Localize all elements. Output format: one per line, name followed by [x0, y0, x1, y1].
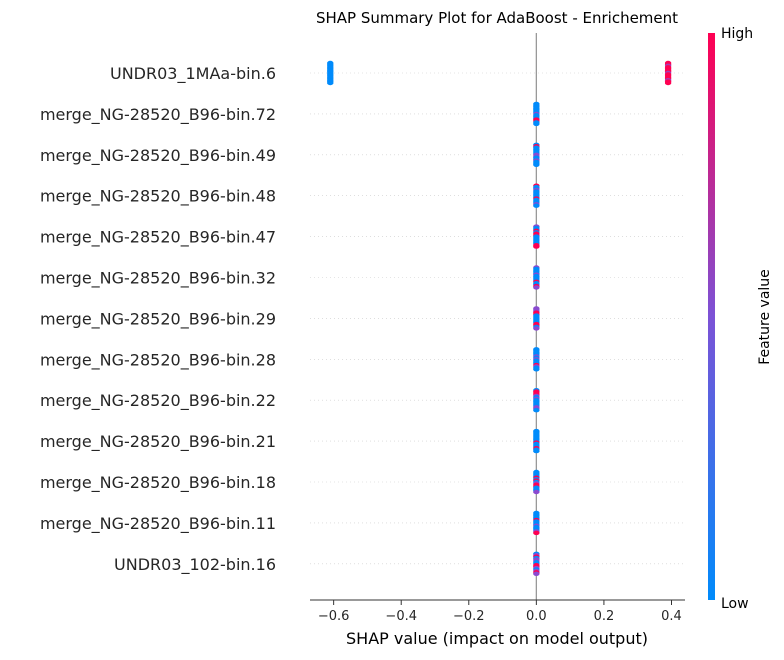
data-points — [327, 60, 672, 576]
feature-label: merge_NG-28520_B96-bin.49 — [40, 146, 276, 166]
shap-point — [664, 80, 672, 86]
colorbar-low-label: Low — [721, 596, 749, 612]
feature-label: merge_NG-28520_B96-bin.32 — [40, 269, 276, 289]
shap-point — [533, 326, 540, 331]
colorbar-title: Feature value — [757, 269, 773, 365]
feature-label: UNDR03_1MAa-bin.6 — [110, 64, 276, 84]
feature-label: merge_NG-28520_B96-bin.28 — [40, 350, 276, 370]
feature-label: merge_NG-28520_B96-bin.29 — [40, 309, 276, 329]
x-tick-label: −0.4 — [385, 609, 417, 624]
feature-label: merge_NG-28520_B96-bin.22 — [40, 391, 276, 411]
colorbar-high-label: High — [721, 26, 753, 42]
shap-point — [533, 489, 540, 495]
shap-point — [533, 203, 540, 208]
chart-title: SHAP Summary Plot for AdaBoost - Enriche… — [316, 9, 678, 27]
x-tick-label: −0.6 — [318, 609, 350, 624]
feature-label: merge_NG-28520_B96-bin.11 — [40, 514, 276, 534]
feature-rows — [310, 72, 685, 565]
feature-label: merge_NG-28520_B96-bin.72 — [40, 105, 276, 125]
x-tick-label: 0.0 — [526, 609, 547, 624]
shap-point — [533, 367, 540, 372]
shap-point — [327, 80, 334, 86]
shap-point — [533, 121, 540, 127]
shap-point — [533, 571, 540, 576]
shap-point — [533, 244, 540, 249]
x-axis-label: SHAP value (impact on model output) — [346, 629, 648, 648]
shap-point — [533, 448, 540, 454]
shap-point — [533, 530, 540, 536]
feature-label: merge_NG-28520_B96-bin.47 — [40, 228, 276, 248]
feature-label: UNDR03_102-bin.16 — [114, 555, 276, 575]
shap-point — [533, 162, 540, 167]
feature-labels: UNDR03_1MAa-bin.6 merge_NG-28520_B96-bin.… — [40, 64, 276, 575]
feature-label: merge_NG-28520_B96-bin.48 — [40, 187, 276, 207]
x-tick-label: 0.2 — [594, 609, 615, 624]
shap-point — [533, 408, 540, 413]
feature-label: merge_NG-28520_B96-bin.18 — [40, 473, 276, 493]
colorbar-gradient — [708, 33, 715, 600]
colorbar: High Low Feature value — [708, 26, 773, 612]
x-axis: −0.6 −0.4 −0.2 0.0 0.2 0.4 — [310, 599, 685, 624]
feature-label: merge_NG-28520_B96-bin.21 — [40, 432, 276, 452]
x-tick-label: 0.4 — [661, 609, 682, 624]
shap-point — [533, 285, 540, 290]
x-tick-label: −0.2 — [453, 609, 485, 624]
